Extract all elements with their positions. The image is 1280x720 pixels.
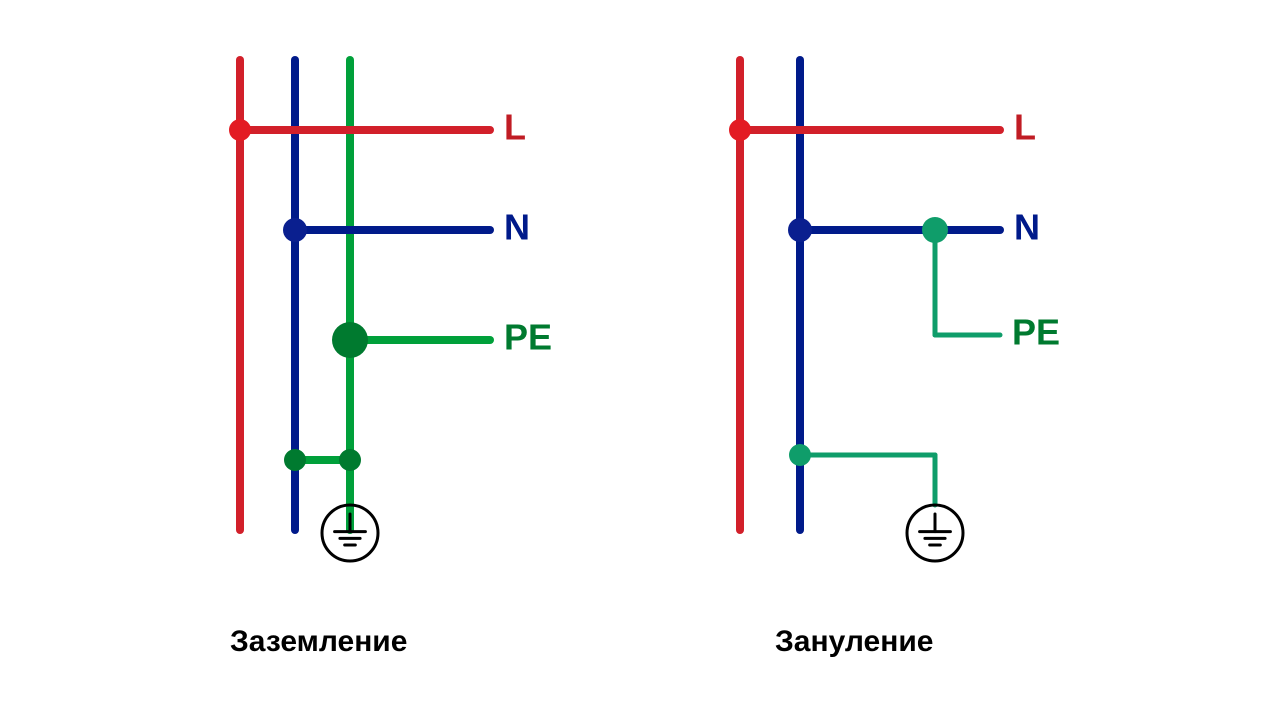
- bond-node: [789, 444, 811, 466]
- ground-symbol: [907, 505, 963, 561]
- diagram-stage: L N PE Заземление L N PE Зануление: [0, 0, 1280, 720]
- label-L: L: [504, 107, 526, 148]
- node-L: [229, 119, 251, 141]
- node-L: [729, 119, 751, 141]
- bonding-to-neutral-caption: Зануление: [775, 625, 933, 659]
- label-N: N: [1014, 207, 1040, 248]
- ground-symbol: [322, 505, 378, 561]
- node-PE: [332, 322, 368, 358]
- grounding-caption: Заземление: [230, 625, 407, 659]
- label-L: L: [1014, 107, 1036, 148]
- node-N: [788, 218, 812, 242]
- bond-node: [339, 449, 361, 471]
- bond-node: [284, 449, 306, 471]
- grounding-diagram: L N PE: [180, 40, 640, 600]
- label-N: N: [504, 207, 530, 248]
- label-PE: PE: [1012, 312, 1060, 353]
- bonding-to-neutral-diagram: L N PE: [680, 40, 1140, 600]
- label-PE: PE: [504, 317, 552, 358]
- node-N: [283, 218, 307, 242]
